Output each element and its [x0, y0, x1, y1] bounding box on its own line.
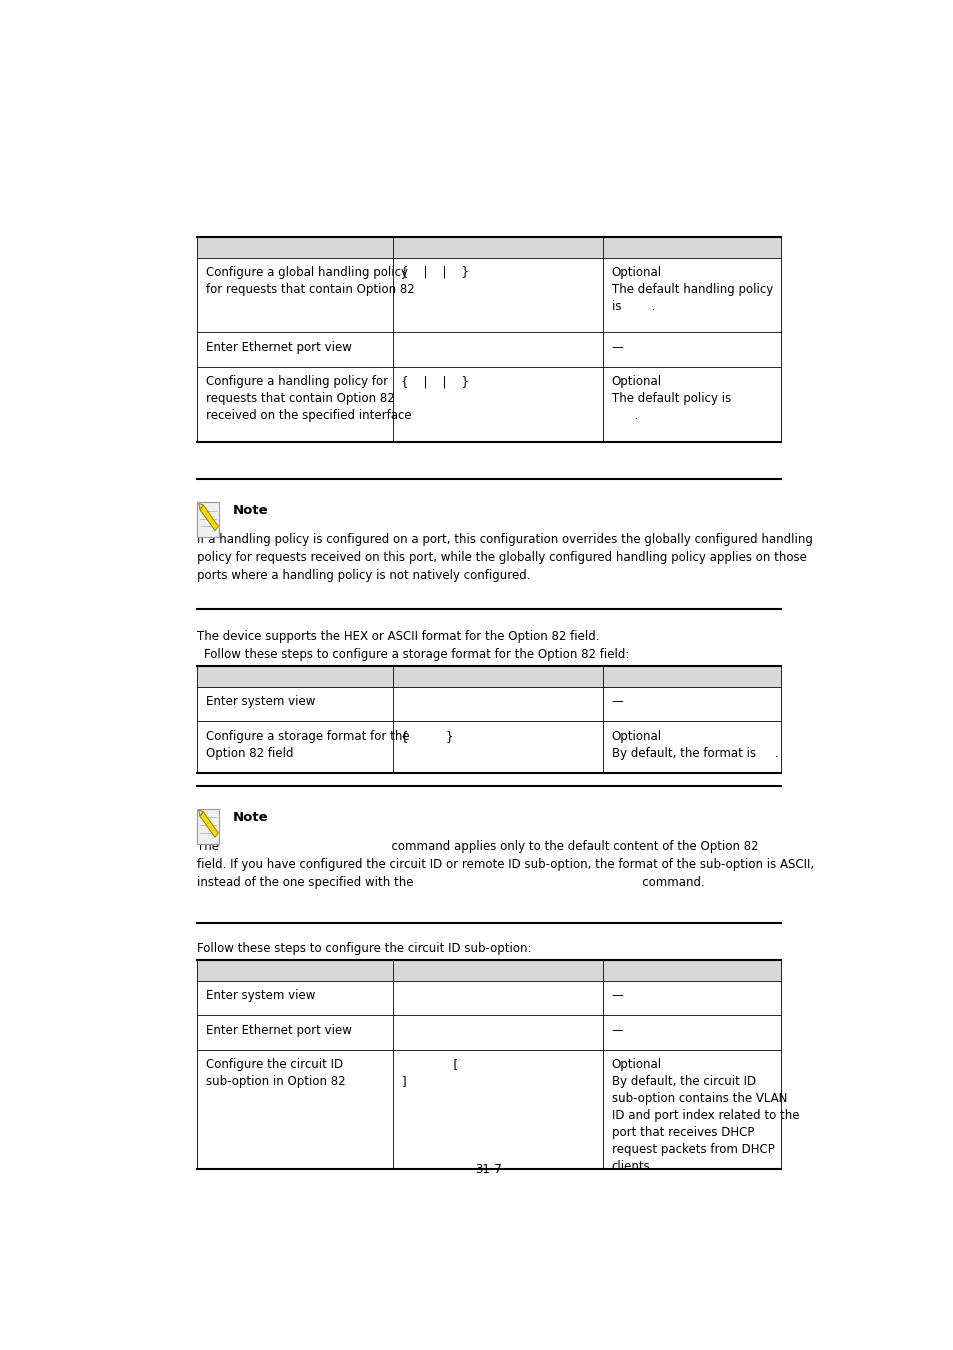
Text: {    |    |    }: { | | } [401, 375, 469, 387]
Polygon shape [198, 810, 203, 817]
Bar [196, 721, 781, 774]
Text: —: — [611, 695, 623, 709]
Polygon shape [198, 504, 203, 509]
Text: —: — [611, 1023, 623, 1037]
Text: Configure the circuit ID
sub-option in Option 82: Configure the circuit ID sub-option in O… [206, 1058, 345, 1088]
Bar [196, 1050, 781, 1169]
Text: Optional
By default, the format is     .: Optional By default, the format is . [611, 729, 778, 760]
Text: —: — [611, 340, 623, 354]
Text: The                                              command applies only to the def: The command applies only to the def [196, 840, 813, 888]
Bar [196, 367, 781, 441]
Text: [
]: [ ] [401, 1058, 458, 1088]
Text: Enter Ethernet port view: Enter Ethernet port view [206, 1023, 352, 1037]
Bar [196, 981, 781, 1015]
Text: —: — [611, 990, 623, 1003]
Bar [196, 666, 781, 687]
Text: Follow these steps to configure a storage format for the Option 82 field:: Follow these steps to configure a storag… [204, 648, 629, 662]
Bar [196, 502, 219, 537]
Bar [196, 1015, 781, 1050]
Text: Configure a handling policy for
requests that contain Option 82
received on the : Configure a handling policy for requests… [206, 375, 411, 423]
Text: 31-7: 31-7 [475, 1162, 502, 1176]
Text: Configure a global handling policy
for requests that contain Option 82: Configure a global handling policy for r… [206, 266, 414, 296]
Bar [196, 960, 781, 981]
Text: Optional
By default, the circuit ID
sub-option contains the VLAN
ID and port ind: Optional By default, the circuit ID sub-… [611, 1058, 799, 1173]
Text: Optional
The default policy is
      .: Optional The default policy is . [611, 375, 730, 423]
Bar [196, 332, 781, 367]
Text: Enter system view: Enter system view [206, 695, 314, 709]
Text: {    |    |    }: { | | } [401, 266, 469, 279]
Bar [196, 687, 781, 721]
Text: Note: Note [233, 810, 268, 824]
Bar [196, 809, 219, 844]
Text: Optional
The default handling policy
is        .: Optional The default handling policy is … [611, 266, 772, 313]
Bar [196, 258, 781, 332]
Text: Follow these steps to configure the circuit ID sub-option:: Follow these steps to configure the circ… [196, 942, 531, 954]
Text: Note: Note [233, 504, 268, 517]
Polygon shape [200, 505, 218, 531]
Text: Enter system view: Enter system view [206, 990, 314, 1003]
Text: The device supports the HEX or ASCII format for the Option 82 field.: The device supports the HEX or ASCII for… [196, 629, 598, 643]
Bar [196, 236, 781, 258]
Polygon shape [200, 811, 218, 837]
Text: Enter Ethernet port view: Enter Ethernet port view [206, 340, 352, 354]
Text: Configure a storage format for the
Option 82 field: Configure a storage format for the Optio… [206, 729, 409, 760]
Text: {          }: { } [401, 729, 454, 742]
Text: If a handling policy is configured on a port, this configuration overrides the g: If a handling policy is configured on a … [196, 533, 812, 582]
